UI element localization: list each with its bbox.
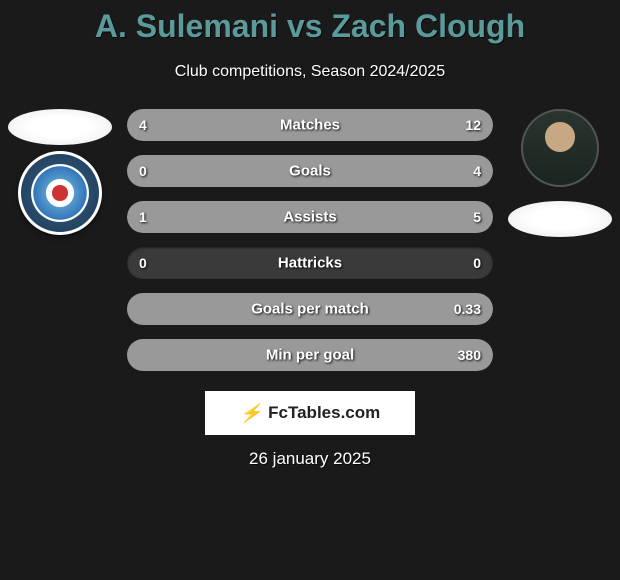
subtitle: Club competitions, Season 2024/2025 (0, 63, 620, 81)
stat-fill-left (127, 201, 189, 233)
stat-value-right: 0.33 (454, 301, 481, 317)
player-right-club-badge-placeholder (508, 201, 612, 237)
stat-fill-right (219, 109, 494, 141)
stat-value-right: 380 (458, 347, 481, 363)
stat-value-left: 4 (139, 117, 147, 133)
stat-label: Goals (289, 163, 331, 180)
player-right-avatar (521, 109, 599, 187)
stat-label: Min per goal (266, 347, 354, 364)
branding-icon: ⚡ (240, 403, 262, 424)
stat-label: Matches (280, 117, 340, 134)
stats-list: 4 Matches 12 0 Goals 4 1 Assists 5 0 Hattricks 0 Goa… (127, 109, 493, 371)
stat-value-left: 0 (139, 255, 147, 271)
stat-label: Goals per match (251, 301, 369, 318)
player-right-photo (523, 111, 597, 185)
stat-row: Min per goal 380 (127, 339, 493, 371)
stat-value-left: 0 (139, 163, 147, 179)
stat-row: 0 Goals 4 (127, 155, 493, 187)
stat-row: 0 Hattricks 0 (127, 247, 493, 279)
stat-label: Hattricks (278, 255, 342, 272)
stat-label: Assists (283, 209, 336, 226)
player-left-column (8, 109, 112, 235)
player-left-club-badge (18, 151, 102, 235)
branding-text: FcTables.com (268, 403, 380, 423)
comparison-content: 4 Matches 12 0 Goals 4 1 Assists 5 0 Hattricks 0 Goa… (0, 109, 620, 371)
stat-value-right: 0 (473, 255, 481, 271)
stat-fill-right (189, 201, 493, 233)
stat-row: 4 Matches 12 (127, 109, 493, 141)
stat-row: Goals per match 0.33 (127, 293, 493, 325)
date-label: 26 january 2025 (0, 449, 620, 469)
stat-value-left: 1 (139, 209, 147, 225)
stat-value-right: 4 (473, 163, 481, 179)
player-right-column (508, 109, 612, 237)
branding-box: ⚡ FcTables.com (205, 391, 415, 435)
page-title: A. Sulemani vs Zach Clough (0, 0, 620, 45)
stat-value-right: 12 (465, 117, 481, 133)
stat-value-right: 5 (473, 209, 481, 225)
stat-row: 1 Assists 5 (127, 201, 493, 233)
player-left-avatar-placeholder (8, 109, 112, 145)
